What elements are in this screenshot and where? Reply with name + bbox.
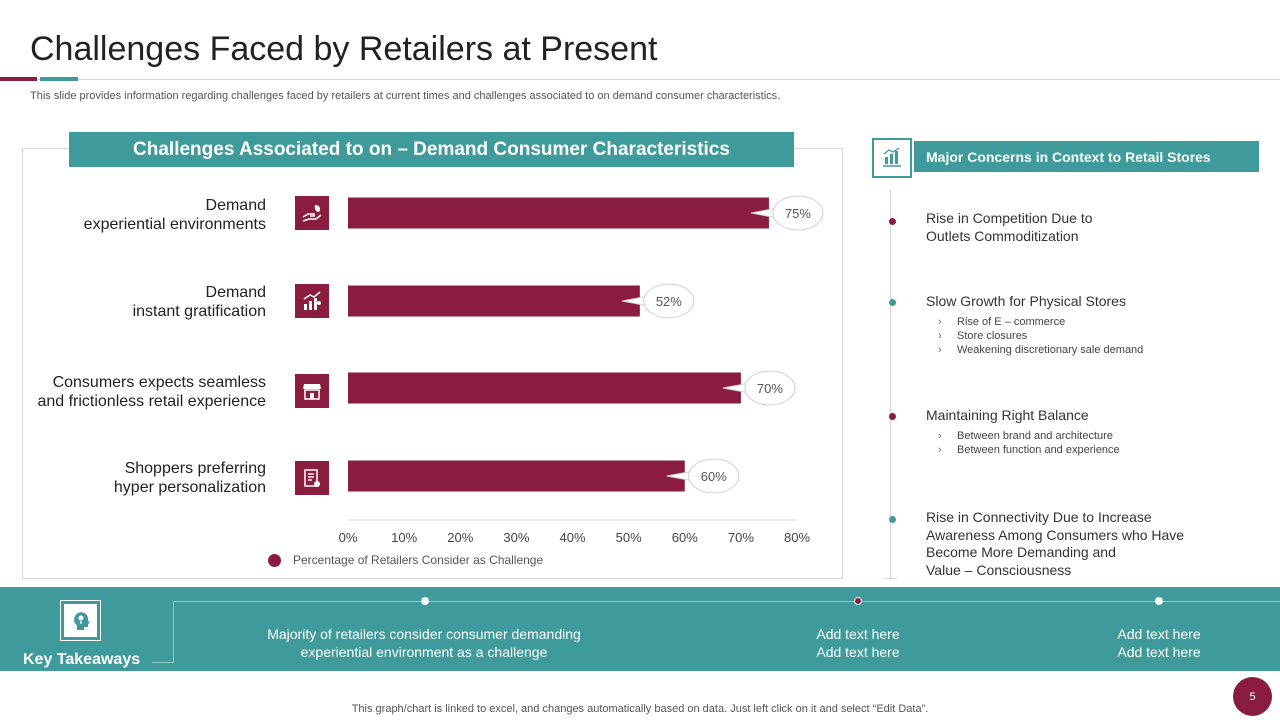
chart-header: Challenges Associated to on – Demand Con… [69,132,794,167]
concern-item: Rise in Competition Due to Outlets Commo… [926,210,1246,245]
category-label-3: Consumers expects seamless and frictionl… [37,374,266,410]
page-number: 5 [1233,677,1272,716]
title-accent-maroon [0,77,37,81]
data-label: 52% [656,294,682,309]
concerns-header: Major Concerns in Context to Retail Stor… [914,141,1259,172]
title-divider [0,79,1280,80]
chart-legend: Percentage of Retailers Consider as Chal… [268,553,543,567]
concern-bullet: Weakening discretionary sale demand [938,343,1246,357]
data-label: 75% [785,206,811,221]
concern-title: Slow Growth for Physical Stores [926,293,1126,309]
key-takeaways-label: Key Takeaways [23,651,141,668]
hand-with-leaf-icon [295,196,329,230]
takeaway-text-3: Add text here Add text here [1117,626,1201,660]
x-tick-label: 30% [503,530,529,545]
concern-title: Rise in Connectivity Due to Increase Awa… [926,509,1185,578]
category-label-1: Demand experiential environments [83,197,266,233]
category-label-2: Demand instant gratification [132,284,266,320]
lightbulb-head-icon [60,600,101,641]
takeaways-connector [173,601,1280,602]
takeaways-connector-vertical [173,601,174,662]
bar[interactable] [348,285,640,317]
takeaway-text-1: Majority of retailers consider consumer … [267,626,581,660]
concern-marker-4 [889,516,896,523]
concern-marker-2 [889,299,896,306]
concern-marker-3 [889,413,896,420]
concern-title: Rise in Competition Due to Outlets Commo… [926,210,1093,244]
slide-title: Challenges Faced by Retailers at Present [30,30,658,68]
concern-bullet: Rise of E – commerce [938,315,1246,329]
growth-chart-icon [295,284,329,318]
x-tick-label: 50% [616,530,642,545]
x-tick-label: 40% [559,530,585,545]
storefront-icon [295,374,329,408]
data-label-joint [645,295,652,307]
takeaway-marker-2 [854,597,862,605]
takeaway-text-2: Add text here Add text here [816,626,900,660]
checklist-icon [295,461,329,495]
footer-note: This graph/chart is linked to excel, and… [351,703,929,715]
concern-item: Slow Growth for Physical Stores Rise of … [926,293,1246,357]
data-label-bubble [772,195,824,231]
bar[interactable] [348,372,741,404]
bar[interactable] [348,197,769,229]
concern-item: Maintaining Right Balance Between brand … [926,407,1246,457]
concerns-timeline-end [885,578,897,579]
takeaways-connector-lower [152,662,174,663]
concern-item: Rise in Connectivity Due to Increase Awa… [926,509,1246,579]
legend-label: Percentage of Retailers Consider as Chal… [293,553,544,567]
bar[interactable] [348,460,685,492]
concern-bullet: Between brand and architecture [938,429,1246,443]
concerns-timeline [890,190,891,580]
data-label-joint [746,382,753,394]
data-label-joint [774,207,781,219]
x-tick-label: 60% [672,530,698,545]
data-label: 70% [757,381,783,396]
slide-subtitle: This slide provides information regardin… [30,90,781,102]
data-label-bubble [643,283,695,319]
data-label: 60% [701,469,727,484]
data-label-bubble [688,458,740,494]
x-tick-label: 10% [391,530,417,545]
bar-chart-growth-icon [872,138,912,178]
concern-bullet: Between function and experience [938,443,1246,457]
takeaway-marker-1 [421,597,429,605]
concern-marker-1 [889,218,896,225]
x-tick-label: 70% [728,530,754,545]
takeaway-marker-3 [1155,597,1163,605]
data-label-joint [690,470,697,482]
legend-marker [268,553,281,567]
x-tick-label: 80% [784,530,810,545]
concern-bullet: Store closures [938,329,1246,343]
data-label-bubble [744,370,796,406]
title-accent-teal [40,77,78,81]
category-label-4: Shoppers preferring hyper personalizatio… [113,460,266,496]
x-tick-label: 20% [447,530,473,545]
x-tick-label: 0% [339,530,358,545]
concern-title: Maintaining Right Balance [926,407,1089,423]
